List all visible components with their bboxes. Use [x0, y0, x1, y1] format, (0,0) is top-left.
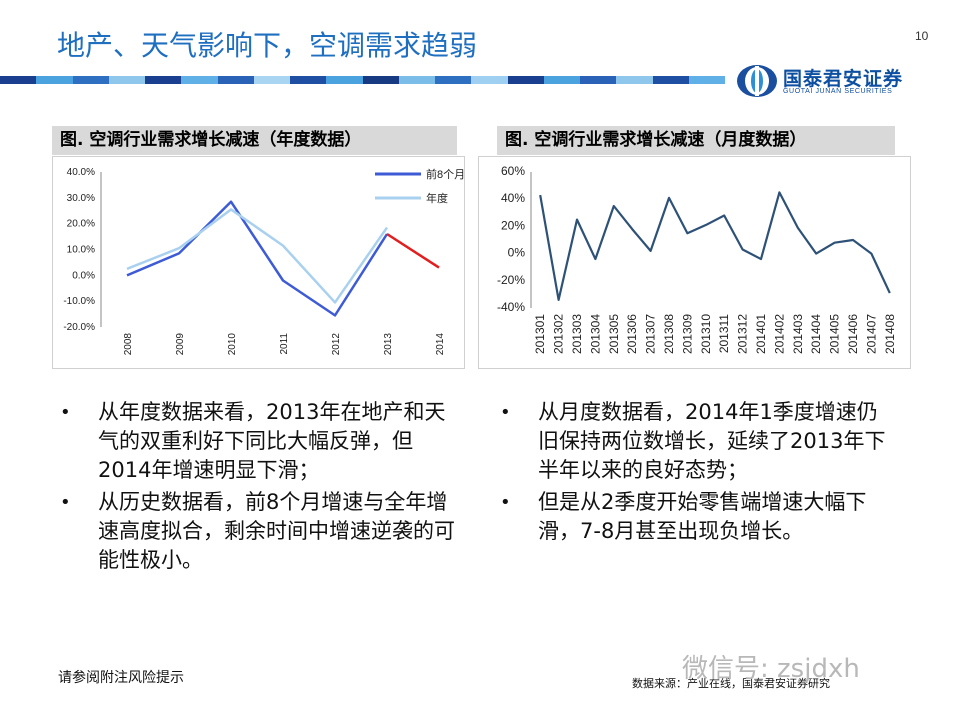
risk-disclaimer: 请参阅附注风险提示: [58, 670, 184, 686]
x-tick-label: 2009: [175, 333, 186, 356]
x-tick-label: 201312: [736, 314, 750, 354]
x-tick-label: 201305: [607, 314, 621, 354]
bullet-dot-icon: •: [500, 492, 511, 513]
x-tick-label: 201310: [699, 314, 713, 354]
x-tick-label: 201302: [552, 314, 566, 354]
right-bullet-2: • 但是从2季度开始零售端增速大幅下滑，7-8月甚至出现负增长。: [500, 488, 895, 546]
legend-label: 年度: [426, 191, 448, 205]
y-tick-label: 60%: [501, 164, 525, 178]
y-tick-label: 20%: [501, 218, 525, 232]
x-tick-label: 201403: [791, 314, 805, 354]
x-tick-label: 201311: [717, 314, 731, 353]
y-tick-label: -20.0%: [63, 322, 95, 333]
x-tick-label: 201402: [772, 314, 786, 354]
monthly-growth-chart: 60% 40% 20% 0% -20% -40% 201301 201302 201303 201…: [497, 164, 897, 354]
bullet-dot-icon: •: [500, 402, 511, 423]
x-tick-label: 201304: [588, 314, 602, 354]
left-bullet-1: • 从年度数据来看，2013年在地产和天气的双重利好下同比大幅反弹，但2014年增…: [60, 398, 460, 485]
series-line: [386, 232, 440, 269]
series-line: [126, 200, 389, 317]
x-tick-label: 2014: [435, 333, 446, 356]
series-line: [126, 208, 389, 304]
y-tick-label: -10.0%: [63, 296, 95, 307]
x-tick-label: 2010: [227, 333, 238, 356]
left-bullet-list: • 从年度数据来看，2013年在地产和天气的双重利好下同比大幅反弹，但2014年增…: [60, 398, 460, 578]
left-chart-title: 图. 空调行业需求增长减速（年度数据）: [52, 126, 457, 155]
logo-chinese-name: 国泰君安证券: [783, 68, 904, 90]
x-tick-label: 201301: [533, 314, 547, 354]
bullet-text: 但是从2季度开始零售端增速大幅下滑，7-8月甚至出现负增长。: [538, 490, 867, 543]
data-source: 数据来源：产业在线，国泰君安证券研究: [632, 677, 830, 690]
left-bullet-2: • 从历史数据看，前8个月增速与全年增速高度拟合，剩余时间中增速逆袭的可能性极小。: [60, 488, 460, 575]
bullet-text: 从历史数据看，前8个月增速与全年增速高度拟合，剩余时间中增速逆袭的可能性极小。: [98, 490, 455, 572]
x-tick-label: 201404: [809, 314, 823, 354]
annual-chart-frame: 40.0% 30.0% 20.0% 10.0% 0.0% -10.0% -20.0% 2008…: [52, 156, 465, 369]
bullet-dot-icon: •: [60, 402, 71, 423]
y-tick-label: 0.0%: [72, 270, 95, 281]
y-tick-label: -20%: [497, 273, 525, 287]
x-tick-label: 201306: [625, 314, 639, 354]
legend-label: 前8个月: [426, 167, 465, 181]
right-chart-title: 图. 空调行业需求增长减速（月度数据）: [497, 126, 895, 155]
logo-english-name: GUOTAI JUNAN SECURITIES: [783, 88, 893, 95]
page-title: 地产、天气影响下，空调需求趋弱: [57, 29, 478, 62]
y-tick-label: 10.0%: [67, 245, 95, 256]
x-tick-label: 201307: [644, 314, 658, 354]
x-tick-label: 201408: [883, 314, 897, 354]
wechat-watermark: 微信号: zsjdxh: [682, 654, 860, 684]
x-tick-label: 201406: [846, 314, 860, 354]
right-bullet-list: • 从月度数据看，2014年1季度增速仍旧保持两位数增长，延续了2013年下半年以…: [500, 398, 895, 549]
header-stripe: [0, 76, 725, 84]
page-number: 10: [915, 29, 929, 43]
x-tick-label: 201407: [864, 314, 878, 354]
y-tick-label: 30.0%: [67, 193, 95, 204]
y-tick-label: 20.0%: [67, 219, 95, 230]
right-bullet-1: • 从月度数据看，2014年1季度增速仍旧保持两位数增长，延续了2013年下半年以…: [500, 398, 895, 485]
x-tick-label: 2012: [331, 333, 342, 356]
logo-emblem-icon: [737, 65, 777, 97]
y-tick-label: 0%: [508, 246, 526, 260]
x-tick-label: 201405: [828, 314, 842, 354]
company-logo: 国泰君安证券 GUOTAI JUNAN SECURITIES: [735, 63, 950, 99]
monthly-chart-frame: 60% 40% 20% 0% -20% -40% 201301 201302 201303 201…: [478, 156, 911, 369]
x-tick-label: 2011: [279, 333, 290, 355]
x-tick-label: 201309: [680, 314, 694, 354]
y-tick-label: 40%: [501, 191, 525, 205]
x-tick-label: 2013: [383, 333, 394, 356]
annual-growth-chart: 40.0% 30.0% 20.0% 10.0% 0.0% -10.0% -20.0% 2008…: [63, 167, 465, 356]
y-tick-label: 40.0%: [67, 167, 95, 178]
x-tick-label: 2008: [123, 333, 134, 356]
x-tick-label: 201303: [570, 314, 584, 354]
series-line: [539, 191, 891, 301]
y-tick-label: -40%: [497, 300, 525, 314]
x-tick-label: 201308: [662, 314, 676, 354]
bullet-text: 从年度数据来看，2013年在地产和天气的双重利好下同比大幅反弹，但2014年增速…: [98, 400, 446, 482]
x-tick-label: 201401: [754, 314, 768, 354]
bullet-text: 从月度数据看，2014年1季度增速仍旧保持两位数增长，延续了2013年下半年以来…: [538, 400, 886, 482]
bullet-dot-icon: •: [60, 492, 71, 513]
